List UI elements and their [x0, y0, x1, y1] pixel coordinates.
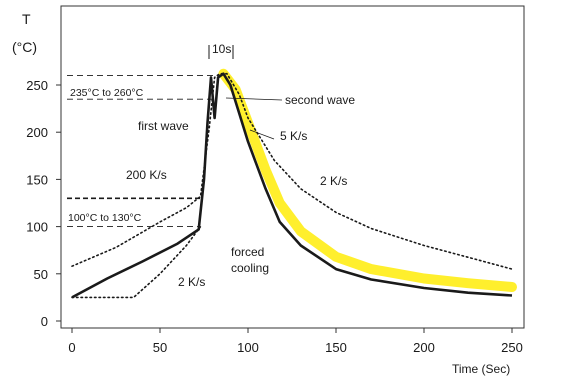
two-hundred-ks-label: 200 K/s [126, 168, 167, 182]
y-tick-label: 100 [26, 220, 48, 235]
y-tick-label: 200 [26, 125, 48, 140]
first-wave-label: first wave [138, 119, 189, 133]
plot-area [60, 5, 525, 329]
y-tick-label: 0 [41, 314, 48, 329]
cooling-label: cooling [231, 261, 269, 275]
five-ks-label: 5 K/s [280, 129, 307, 143]
second-wave-pointer [225, 97, 283, 101]
band-label-upper: 235°C to 260°C [70, 87, 144, 99]
series-line-solid [71, 72, 513, 299]
ten-s-label: 10s [212, 42, 231, 56]
second-wave-label: second wave [285, 93, 355, 107]
series-line-yellow-band [218, 68, 517, 292]
y-axis-unit: (°C) [12, 39, 37, 55]
y-tick-label: 50 [34, 267, 48, 282]
band-label-lower: 100°C to 130°C [68, 212, 142, 224]
x-tick-label: 0 [68, 340, 75, 355]
x-tick-label: 150 [325, 340, 347, 355]
two-ks-lower-label: 2 K/s [178, 275, 205, 289]
two-ks-upper-label: 2 K/s [320, 174, 347, 188]
series-group [71, 68, 517, 299]
forced-label: forced [231, 245, 264, 259]
series-line-dotted-lower [71, 225, 202, 299]
x-tick-label: 50 [153, 340, 167, 355]
x-axis-title: Time (Sec) [452, 362, 510, 376]
y-tick-label: 150 [26, 172, 48, 187]
five-ks-pointer [249, 129, 275, 140]
y-tick-label: 250 [26, 78, 48, 93]
x-tick-label: 250 [501, 340, 523, 355]
series-line-dotted-upper [71, 72, 513, 270]
ticks-group: 0 50 100 150 200 250 0 50 100 150 200 250 [26, 78, 523, 355]
band-lines [67, 75, 215, 228]
y-axis-title: T [22, 11, 31, 27]
x-tick-label: 200 [413, 340, 435, 355]
x-tick-label: 100 [237, 340, 259, 355]
